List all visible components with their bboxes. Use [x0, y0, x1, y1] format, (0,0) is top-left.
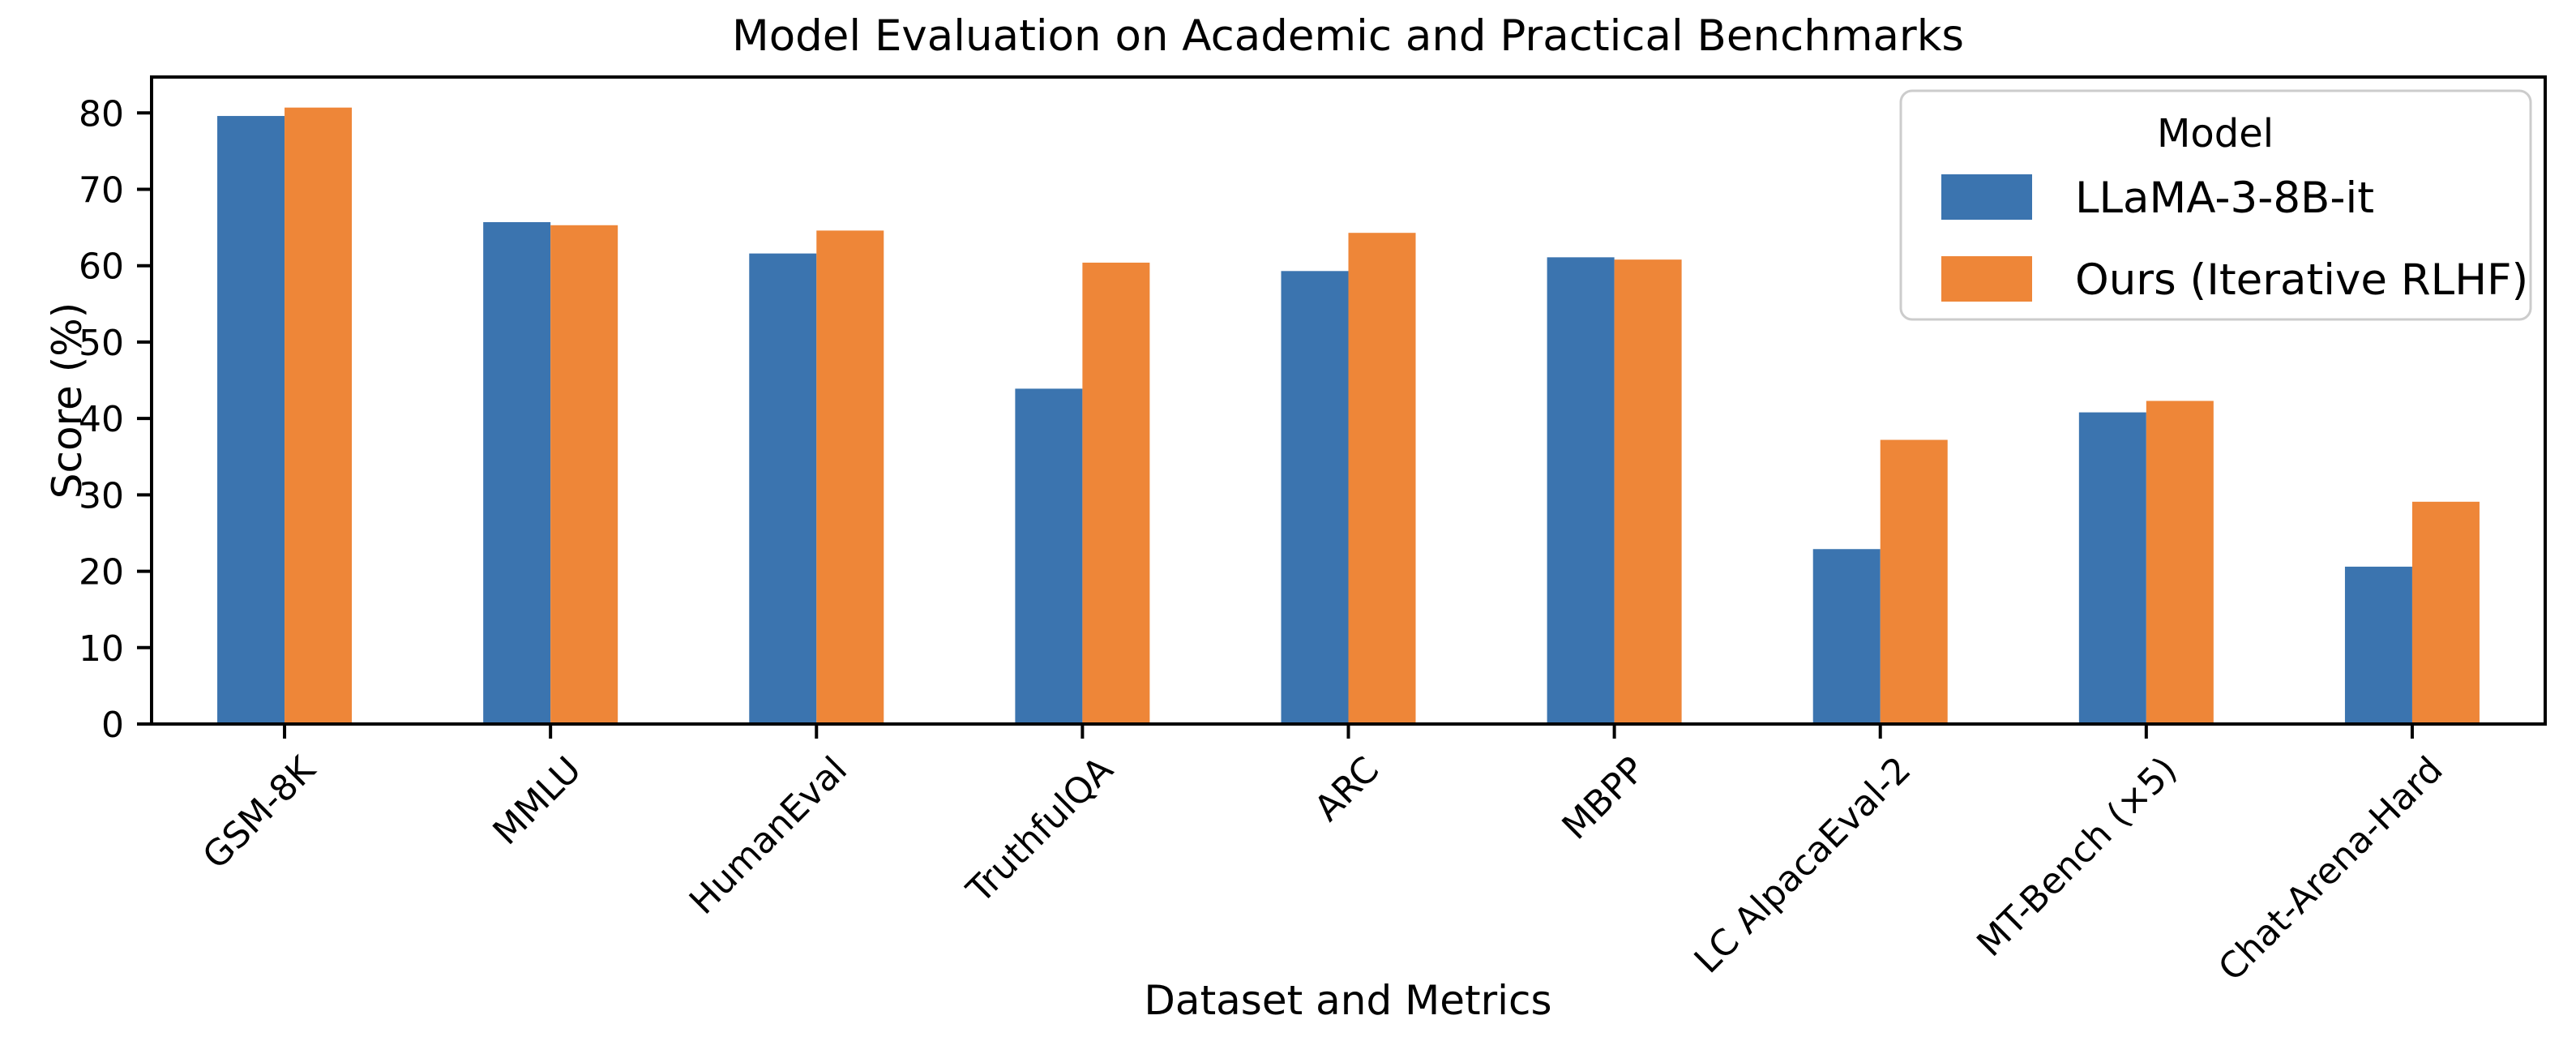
y-tick-label: 40 — [79, 399, 124, 440]
bar — [2344, 566, 2412, 724]
bar — [749, 253, 817, 724]
y-tick-label: 30 — [79, 475, 124, 516]
bar — [1082, 262, 1150, 724]
bar — [2146, 401, 2214, 724]
y-tick-label: 80 — [79, 93, 124, 135]
bar — [2411, 501, 2480, 724]
bar — [816, 230, 884, 724]
y-tick-label: 50 — [79, 323, 124, 364]
y-tick-label: 0 — [101, 705, 124, 746]
y-tick-label: 60 — [79, 246, 124, 288]
bar — [1281, 271, 1349, 724]
bar — [550, 225, 618, 724]
plot-border — [150, 75, 2547, 726]
chart-title: Model Evaluation on Academic and Practic… — [732, 11, 1964, 61]
legend-entry-label: LLaMA-3-8B-it — [2075, 174, 2374, 223]
bar — [1348, 233, 1416, 724]
bar — [1015, 388, 1083, 724]
legend: Model LLaMA-3-8B-it Ours (Iterative RLHF… — [1899, 89, 2532, 321]
y-tick-label: 10 — [79, 628, 124, 670]
bar — [1547, 257, 1615, 724]
bar — [483, 222, 551, 724]
bar — [1880, 439, 1948, 724]
legend-title: Model — [2157, 111, 2274, 156]
legend-swatch-ours — [1941, 256, 2032, 302]
legend-swatch-llama — [1941, 174, 2032, 220]
legend-box — [1899, 89, 2532, 321]
y-axis-label: Score (%) — [44, 302, 91, 499]
bar — [2078, 412, 2146, 724]
bar — [217, 116, 285, 725]
bar — [285, 107, 353, 725]
y-tick-label: 70 — [79, 169, 124, 211]
y-tick-label: 20 — [79, 552, 124, 593]
x-axis-label: Dataset and Metrics — [1144, 977, 1551, 1024]
bar — [1614, 259, 1682, 724]
legend-entry-label: Ours (Iterative RLHF) — [2075, 255, 2528, 305]
bar — [1812, 549, 1881, 724]
